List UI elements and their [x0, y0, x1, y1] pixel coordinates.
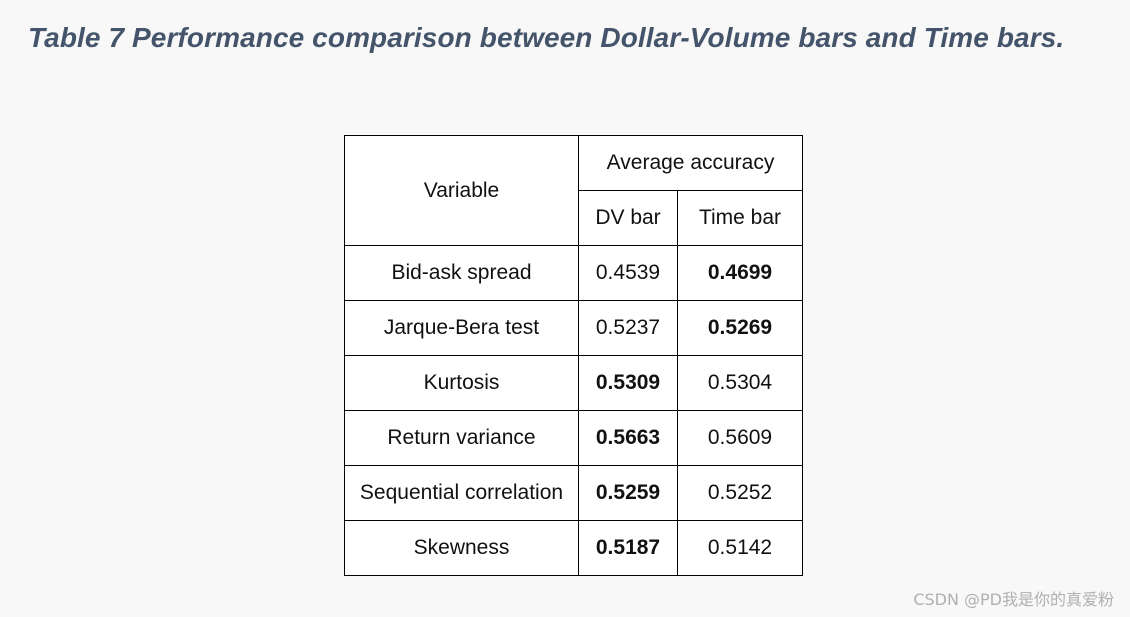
dv-bar-cell: 0.5187 — [578, 520, 678, 576]
average-accuracy-header: Average accuracy — [578, 135, 803, 191]
variable-cell: Jarque-Bera test — [344, 300, 579, 356]
variable-cell: Bid-ask spread — [344, 245, 579, 301]
time-bar-cell: 0.5609 — [677, 410, 803, 466]
table-header-row: Variable Average accuracy — [344, 135, 803, 246]
time-bar-cell: 0.5252 — [677, 465, 803, 521]
table-row: Bid-ask spread 0.4539 0.4699 — [344, 245, 803, 301]
time-bar-cell: 0.5142 — [677, 520, 803, 576]
table-row: Skewness 0.5187 0.5142 — [344, 520, 803, 576]
variable-header: Variable — [344, 135, 579, 246]
time-bar-header: Time bar — [677, 190, 803, 246]
table-row: Kurtosis 0.5309 0.5304 — [344, 355, 803, 411]
time-bar-cell: 0.5269 — [677, 300, 803, 356]
dv-bar-cell: 0.5663 — [578, 410, 678, 466]
table-subheader-row: DV bar Time bar — [345, 190, 803, 246]
dv-bar-cell: 0.5259 — [578, 465, 678, 521]
time-bar-cell: 0.4699 — [677, 245, 803, 301]
variable-cell: Sequential correlation — [344, 465, 579, 521]
dv-bar-cell: 0.5309 — [578, 355, 678, 411]
time-bar-cell: 0.5304 — [677, 355, 803, 411]
variable-cell: Kurtosis — [344, 355, 579, 411]
variable-cell: Skewness — [344, 520, 579, 576]
table-row: Return variance 0.5663 0.5609 — [344, 410, 803, 466]
variable-cell: Return variance — [344, 410, 579, 466]
dv-bar-cell: 0.5237 — [578, 300, 678, 356]
table-row: Sequential correlation 0.5259 0.5252 — [344, 465, 803, 521]
performance-table: Variable Average accuracy DV bar Time ba… — [344, 135, 803, 576]
watermark: CSDN @PD我是你的真爱粉 — [913, 590, 1114, 609]
dv-bar-header: DV bar — [578, 190, 678, 246]
dv-bar-cell: 0.4539 — [578, 245, 678, 301]
table-row: Jarque-Bera test 0.5237 0.5269 — [344, 300, 803, 356]
table-caption: Table 7 Performance comparison between D… — [28, 22, 1065, 53]
